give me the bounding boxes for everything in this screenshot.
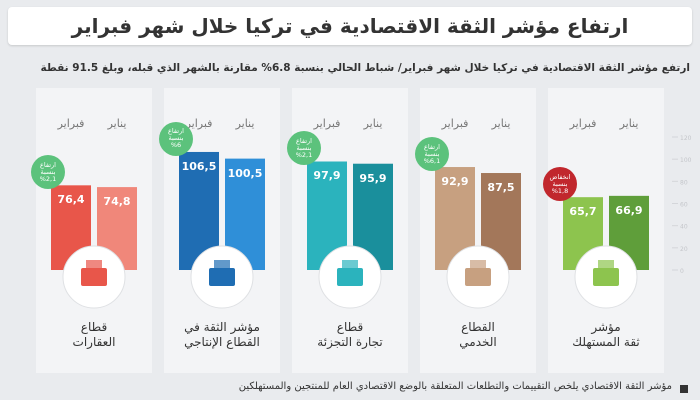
icon xyxy=(209,268,235,286)
category-label: قطاع العقارات xyxy=(72,320,116,349)
icon xyxy=(593,268,619,286)
icon xyxy=(598,260,614,268)
series-label: يناير xyxy=(491,117,511,130)
footnote: مؤشر الثقة الاقتصادي يلخص التقييمات والت… xyxy=(238,381,672,392)
bullet xyxy=(680,385,688,393)
value-label: 106,5 xyxy=(181,159,217,173)
change-badge: ارتفاع بنسبة %2,1 xyxy=(31,155,65,190)
y-tick-label: 100 xyxy=(680,157,692,164)
title: ارتفاع مؤشر الثقة الاقتصادية في تركيا خل… xyxy=(8,7,692,45)
change-badge: ارتفاع بنسبة %2,1 xyxy=(287,131,321,166)
value-label: 87,5 xyxy=(487,181,515,195)
value-label: 97,9 xyxy=(313,169,341,183)
series-label: يناير xyxy=(107,117,127,130)
change-badge: ارتفاع بنسبة %6 xyxy=(159,121,193,156)
value-label: 74,8 xyxy=(103,195,131,209)
y-tick-label: 120 xyxy=(680,135,692,142)
y-tick-label: 60 xyxy=(680,202,688,209)
value-label: 66,9 xyxy=(615,203,643,217)
y-tick-label: 20 xyxy=(680,246,688,253)
value-label: 65,7 xyxy=(569,205,597,219)
y-tick-label: 0 xyxy=(680,268,684,275)
category-label: القطاع الخدمي xyxy=(459,320,497,349)
icon xyxy=(81,268,107,286)
series-label: فبراير xyxy=(57,117,85,130)
y-tick-label: 80 xyxy=(680,179,688,186)
series-label: فبراير xyxy=(569,117,597,130)
series-label: يناير xyxy=(619,117,639,130)
icon xyxy=(337,268,363,286)
icon xyxy=(465,268,491,286)
icon xyxy=(86,260,102,268)
change-badge: انخفاض بنسبة %1,8 xyxy=(543,167,577,202)
series-label: فبراير xyxy=(313,117,341,130)
series-label: فبراير xyxy=(185,117,213,130)
value-label: 95,9 xyxy=(359,171,387,185)
value-label: 92,9 xyxy=(441,175,469,189)
series-label: فبراير xyxy=(441,117,469,130)
y-tick-label: 40 xyxy=(680,224,688,231)
category-label: مؤشر الثقة في القطاع الإنتاجي xyxy=(184,320,260,349)
value-label: 76,4 xyxy=(57,193,85,207)
icon xyxy=(342,260,358,268)
category-label: مؤشر ثقة المستهلك xyxy=(572,320,640,349)
value-label: 100,5 xyxy=(227,166,263,180)
series-label: يناير xyxy=(363,117,383,130)
change-badge: ارتفاع بنسبة %6,1 xyxy=(415,137,449,172)
category-label: قطاع تجارة التجزئة xyxy=(317,320,383,349)
icon xyxy=(214,260,230,268)
subtitle: ارتفع مؤشر الثقة الاقتصادية في تركيا خلا… xyxy=(40,62,690,74)
icon xyxy=(470,260,486,268)
series-label: يناير xyxy=(235,117,255,130)
